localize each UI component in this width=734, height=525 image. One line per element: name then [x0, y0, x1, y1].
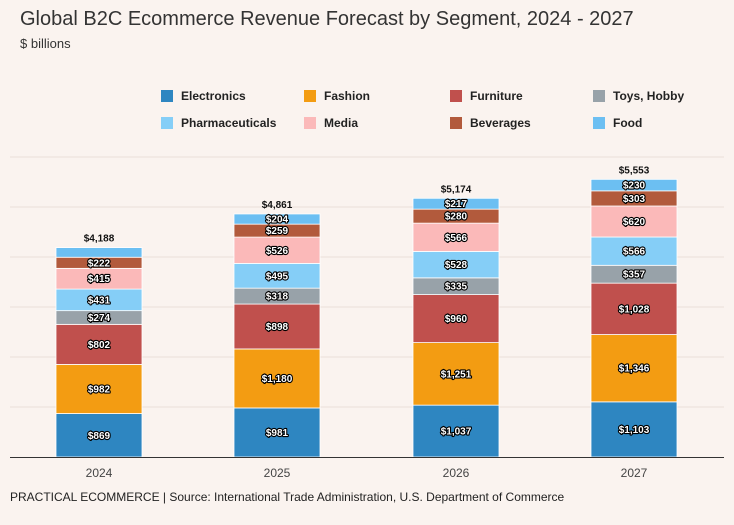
legend-item-food: Food — [593, 116, 642, 130]
bar-segment-food — [590, 178, 678, 192]
segment-value-label: $566 — [623, 247, 646, 258]
segment-value-label: $526 — [266, 246, 289, 257]
segment-value-label: $431 — [88, 295, 111, 306]
legend-item-fashion: Fashion — [304, 89, 370, 103]
legend-swatch — [161, 90, 173, 102]
legend-label: Beverages — [470, 116, 531, 130]
segment-value-label: $566 — [445, 233, 468, 244]
legend-label: Pharmaceuticals — [181, 116, 277, 130]
segment-value-label: $1,103 — [619, 425, 650, 436]
legend-label: Media — [324, 116, 358, 130]
segment-value-label: $982 — [88, 385, 111, 396]
bar-total-label: $5,553 — [619, 165, 650, 176]
segment-value-label: $318 — [266, 292, 289, 303]
segment-value-label: $303 — [623, 194, 646, 205]
segment-value-label: $204 — [266, 215, 289, 226]
bar-segment-fashion — [233, 348, 321, 409]
legend-item-media: Media — [304, 116, 358, 130]
bar-segment-furniture — [233, 303, 321, 350]
segment-value-label: $217 — [445, 199, 468, 210]
legend-swatch — [161, 117, 173, 129]
bar-segment-media — [233, 236, 321, 264]
bar-total-label: $4,861 — [262, 200, 293, 211]
segment-value-label: $869 — [88, 431, 111, 442]
bar-stack-2025: $981 $1,180 $898 $318 $495 $526 $259$204 $4,861 — [233, 200, 321, 458]
x-axis: 2024 2025 2026 2027 — [10, 457, 724, 480]
legend-item-furniture: Furniture — [450, 89, 523, 103]
bar-segment-media — [590, 205, 678, 238]
bar-stack-2024: $869 $982 $802 $274 $431 $415 $222 $4,188 — [55, 234, 143, 458]
bar-segment-food — [412, 197, 500, 210]
segment-value-label: $259 — [266, 226, 289, 237]
legend-label: Electronics — [181, 89, 246, 103]
legend-item-toys-hobby: Toys, Hobby — [593, 89, 684, 103]
bar-segment-media — [412, 222, 500, 252]
legend: Electronics Fashion Furniture Toys, Hobby Ph… — [161, 89, 684, 130]
segment-value-label: $898 — [266, 322, 289, 333]
bar-segment-food — [55, 247, 143, 258]
segment-value-label: $415 — [88, 274, 111, 285]
bar-segment-electronics — [233, 407, 321, 458]
chart-subtitle: $ billions — [20, 36, 71, 51]
bar-segment-pharmaceuticals — [590, 236, 678, 266]
segment-value-label: $802 — [88, 340, 111, 351]
bar-segment-fashion — [590, 334, 678, 403]
segment-value-label: $280 — [445, 212, 468, 223]
segment-value-label: $335 — [445, 282, 468, 293]
segment-value-label: $1,251 — [441, 369, 472, 380]
segment-value-label: $981 — [266, 428, 289, 439]
chart-title: Global B2C Ecommerce Revenue Forecast by… — [20, 8, 634, 30]
bar-segment-pharmaceuticals — [233, 262, 321, 289]
segment-value-label: $230 — [623, 181, 646, 192]
x-tick-label: 2025 — [264, 466, 291, 480]
legend-swatch — [450, 90, 462, 102]
segment-value-label: $1,346 — [619, 364, 650, 375]
segment-value-label: $495 — [266, 271, 289, 282]
bar-segment-fashion — [412, 342, 500, 406]
legend-swatch — [593, 117, 605, 129]
segment-value-label: $1,037 — [441, 427, 472, 438]
segment-value-label: $222 — [88, 258, 111, 269]
bar-segment-pharmaceuticals — [412, 251, 500, 279]
bar-total-label: $5,174 — [441, 184, 472, 195]
x-tick-label: 2026 — [443, 466, 470, 480]
segment-value-label: $528 — [445, 260, 468, 271]
segment-value-label: $1,028 — [619, 304, 650, 315]
segment-value-label: $274 — [88, 313, 111, 324]
bar-stack-2027: $1,103 $1,346 $1,028 $357 $566 $620 $303 $230 $5… — [590, 165, 678, 458]
legend-item-beverages: Beverages — [450, 116, 531, 130]
bar-segment-furniture — [412, 294, 500, 344]
legend-label: Fashion — [324, 89, 370, 103]
bar-segment-electronics — [412, 404, 500, 458]
bar-stack-2026: $1,037 $1,251 $960 $335 $528 $566 $280 $217 $5,1… — [412, 184, 500, 458]
legend-item-electronics: Electronics — [161, 89, 246, 103]
bar-total-label: $4,188 — [84, 234, 115, 245]
x-tick-label: 2027 — [621, 466, 648, 480]
bar-segment-furniture — [590, 282, 678, 335]
legend-swatch — [593, 90, 605, 102]
segment-value-label: $357 — [623, 270, 646, 281]
bar-segment-food — [233, 213, 321, 225]
bar-segment-electronics — [590, 401, 678, 458]
segment-value-label: $1,180 — [262, 374, 293, 385]
legend-swatch — [304, 117, 316, 129]
source-footer: PRACTICAL ECOMMERCE | Source: Internatio… — [10, 490, 565, 504]
legend-label: Toys, Hobby — [613, 89, 684, 103]
legend-swatch — [450, 117, 462, 129]
bars: $869 $982 $802 $274 $431 $415 $222 $4,188 $981 $1… — [55, 165, 678, 458]
x-tick-label: 2024 — [86, 466, 113, 480]
legend-label: Food — [613, 116, 642, 130]
segment-value-label: $960 — [445, 314, 468, 325]
segment-value-label: $620 — [623, 217, 646, 228]
legend-swatch — [304, 90, 316, 102]
legend-item-pharmaceuticals: Pharmaceuticals — [161, 116, 277, 130]
legend-label: Furniture — [470, 89, 523, 103]
